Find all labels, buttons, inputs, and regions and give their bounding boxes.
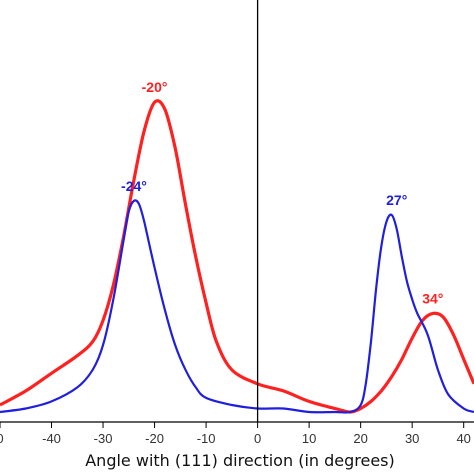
x-axis-ticks: 0 -40 -30 -20 -10 0 10 20 30 40 <box>0 422 471 446</box>
x-tick-label: 30 <box>405 431 419 446</box>
x-tick-label: -10 <box>197 431 216 446</box>
x-tick-label: -20 <box>145 431 164 446</box>
x-tick-label: 0 <box>0 431 4 446</box>
x-tick-label: 40 <box>456 431 470 446</box>
peak-label: 34° <box>422 290 443 306</box>
peak-label: -24° <box>121 178 147 194</box>
peak-label: 27° <box>386 192 407 208</box>
x-tick-label: 0 <box>254 431 261 446</box>
x-tick-label: -40 <box>42 431 61 446</box>
x-tick-label: 20 <box>353 431 367 446</box>
series-layer <box>0 99 474 414</box>
series-line-1 <box>0 99 474 414</box>
peak-label: -20° <box>142 79 168 95</box>
x-tick-label: -30 <box>94 431 113 446</box>
x-tick-label: 10 <box>302 431 316 446</box>
peak-annotations: -20° -24° 27° 34° <box>121 79 443 306</box>
series-line-2 <box>0 199 474 414</box>
x-axis-label: Angle with (111) direction (in degrees) <box>85 451 395 470</box>
